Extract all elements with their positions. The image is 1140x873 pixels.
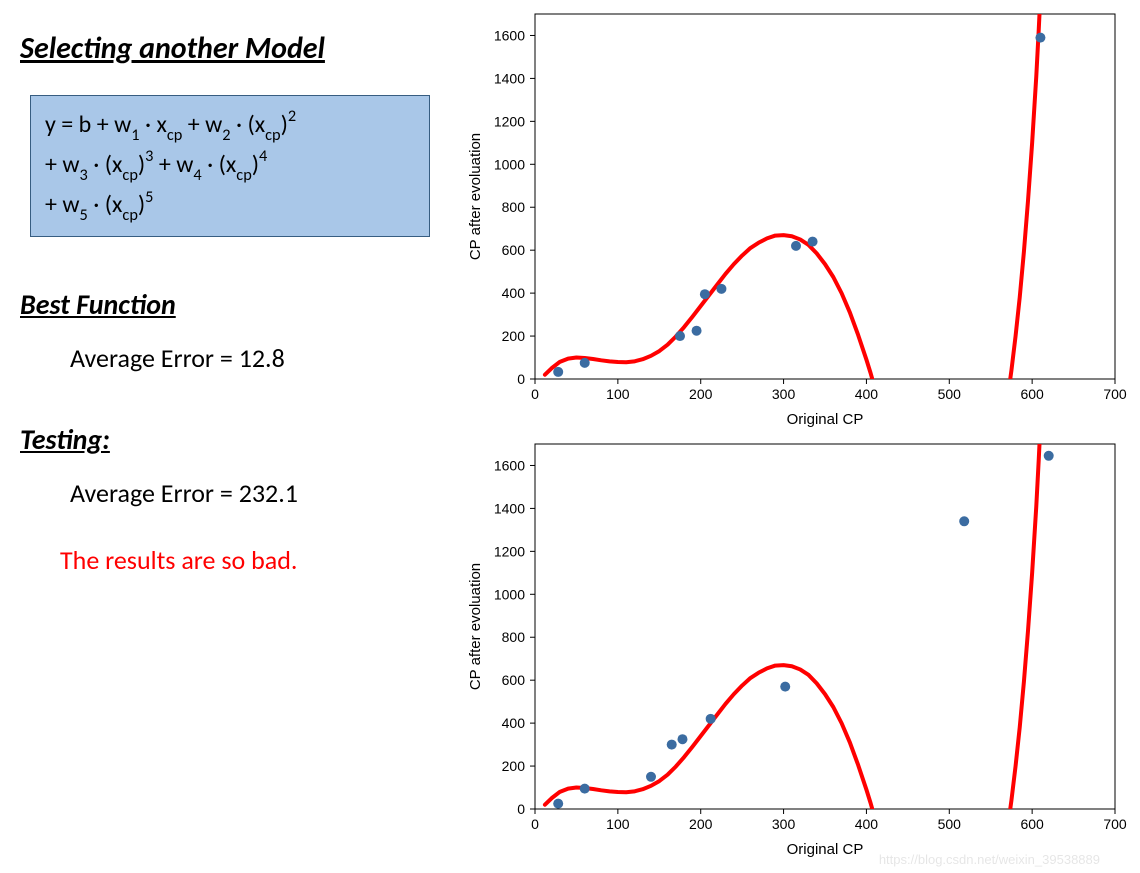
testing-chart: 0 100 200 300 400 500 600 700 0 200 400 600 800 1000 1… <box>460 434 1140 864</box>
svg-text:400: 400 <box>502 715 526 731</box>
svg-text:1600: 1600 <box>494 27 525 43</box>
bad-results-text: The results are so bad. <box>60 544 450 576</box>
test-error-text: Average Error = 232.1 <box>70 477 450 509</box>
training-chart: 0 100 200 300 400 500 600 700 0 200 400 600 800 1000 1… <box>460 4 1140 434</box>
svg-text:100: 100 <box>606 386 630 402</box>
svg-text:1600: 1600 <box>494 457 525 473</box>
svg-text:600: 600 <box>502 672 526 688</box>
selecting-model-heading: Selecting another Model <box>20 30 450 67</box>
svg-text:1200: 1200 <box>494 543 525 559</box>
svg-text:800: 800 <box>502 629 526 645</box>
svg-text:200: 200 <box>689 386 713 402</box>
testing-heading: Testing: <box>20 422 450 457</box>
svg-text:700: 700 <box>1103 386 1127 402</box>
svg-text:400: 400 <box>502 285 526 301</box>
svg-text:CP after evoluation: CP after evoluation <box>467 133 484 260</box>
svg-text:300: 300 <box>772 386 796 402</box>
watermark-text: https://blog.csdn.net/weixin_39538889 <box>879 852 1100 867</box>
svg-text:500: 500 <box>938 386 962 402</box>
svg-text:700: 700 <box>1103 816 1127 832</box>
svg-text:1400: 1400 <box>494 500 525 516</box>
svg-text:1200: 1200 <box>494 113 525 129</box>
svg-text:1000: 1000 <box>494 586 525 602</box>
svg-text:200: 200 <box>502 758 526 774</box>
svg-text:200: 200 <box>689 816 713 832</box>
svg-text:400: 400 <box>855 816 879 832</box>
svg-text:0: 0 <box>517 801 525 817</box>
svg-text:0: 0 <box>517 371 525 387</box>
formula-box: y = b + w1 · xcp + w2 · (xcp)2+ w3 · (xc… <box>30 95 430 237</box>
svg-text:1400: 1400 <box>494 70 525 86</box>
svg-text:800: 800 <box>502 199 526 215</box>
svg-text:600: 600 <box>1020 816 1044 832</box>
svg-text:1000: 1000 <box>494 156 525 172</box>
svg-text:400: 400 <box>855 386 879 402</box>
svg-text:500: 500 <box>938 816 962 832</box>
svg-text:300: 300 <box>772 816 796 832</box>
svg-text:200: 200 <box>502 328 526 344</box>
svg-text:100: 100 <box>606 816 630 832</box>
svg-text:0: 0 <box>531 816 539 832</box>
svg-text:0: 0 <box>531 386 539 402</box>
svg-text:Original CP: Original CP <box>787 841 864 858</box>
svg-text:600: 600 <box>502 242 526 258</box>
svg-text:CP after evoluation: CP after evoluation <box>467 563 484 690</box>
svg-text:600: 600 <box>1020 386 1044 402</box>
train-error-text: Average Error = 12.8 <box>70 342 450 374</box>
svg-text:Original CP: Original CP <box>787 411 864 428</box>
best-function-heading: Best Function <box>20 287 450 322</box>
